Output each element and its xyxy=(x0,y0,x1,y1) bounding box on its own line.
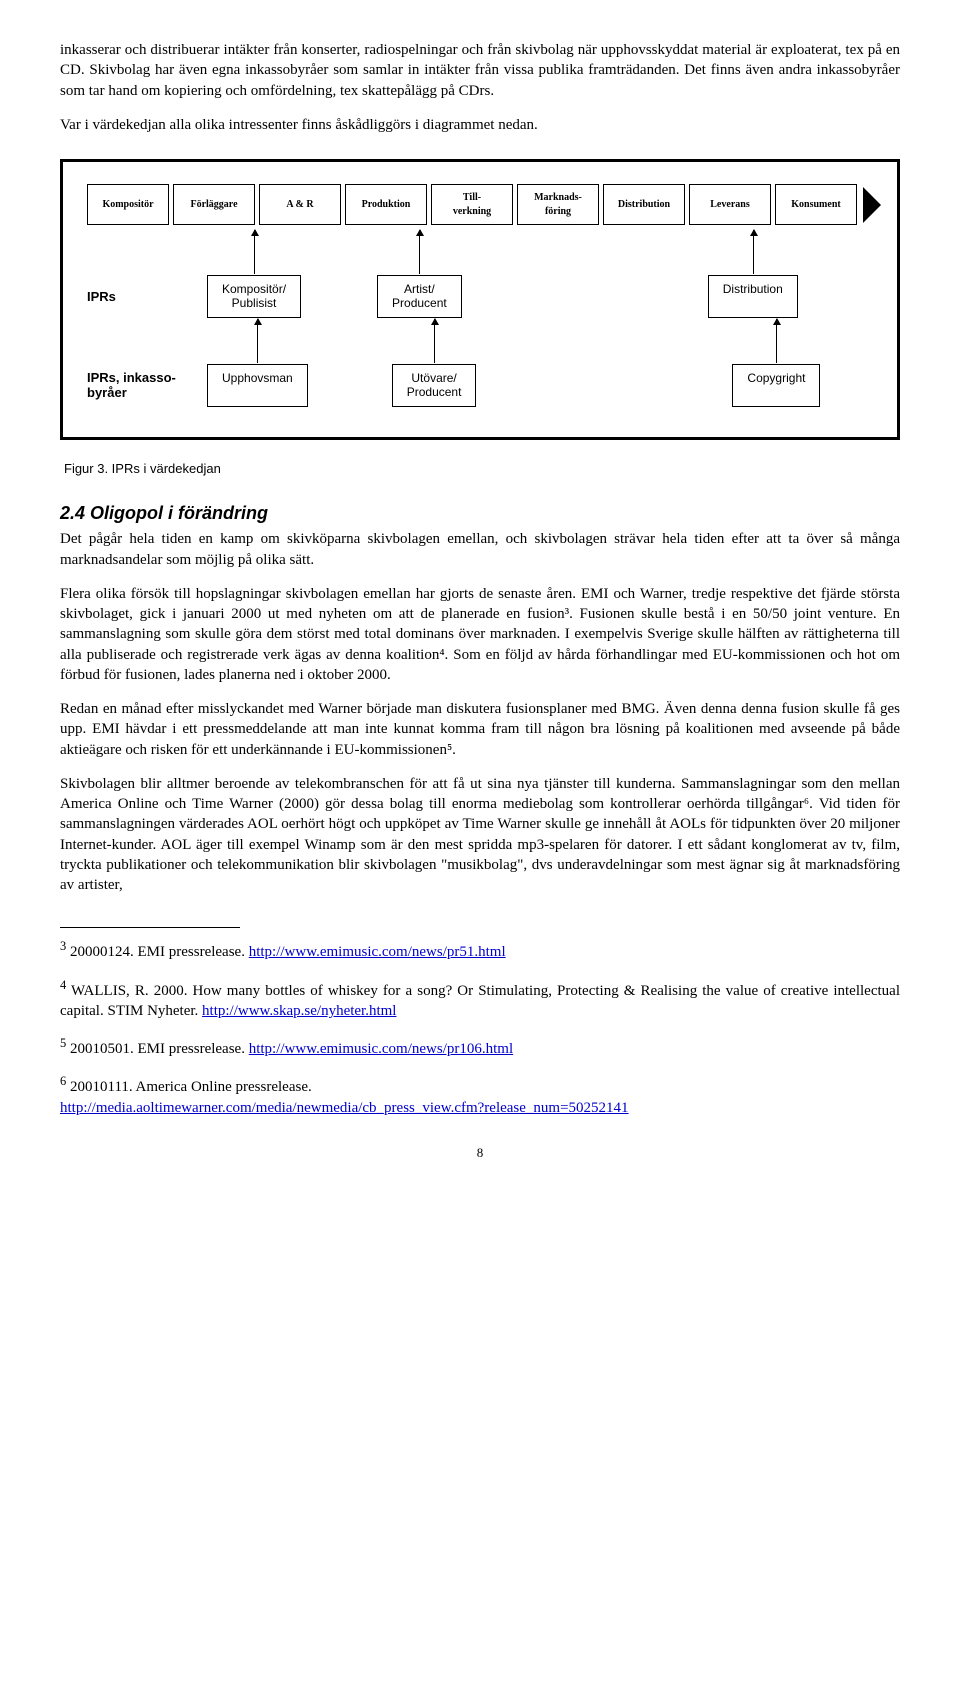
footnote: 6 20010111. America Online pressrelease.… xyxy=(60,1073,900,1118)
footnote: 5 20010501. EMI pressrelease. http://www… xyxy=(60,1035,900,1059)
ipr-box: Upphovsman xyxy=(207,364,308,407)
iprs-label: IPRs xyxy=(87,289,207,305)
ipr-box: Kompositör/Publisist xyxy=(207,275,301,318)
value-chain: KompositörFörläggareA & RProduktionTill-… xyxy=(87,184,873,225)
page-number: 8 xyxy=(60,1144,900,1162)
chain-box: Konsument xyxy=(775,184,857,225)
body-paragraph: Flera olika försök till hopslagningar sk… xyxy=(60,584,900,685)
arrow-up-icon xyxy=(257,319,258,363)
arrow-up-icon xyxy=(419,230,420,274)
arrow-up-icon xyxy=(776,319,777,363)
chain-box: Marknads-föring xyxy=(517,184,599,225)
iprs-inkasso-label: IPRs, inkasso-byråer xyxy=(87,370,207,401)
chain-box: Till-verkning xyxy=(431,184,513,225)
chain-box: Förläggare xyxy=(173,184,255,225)
footnotes-rule xyxy=(60,927,240,938)
body-paragraph: Det pågår hela tiden en kamp om skivköpa… xyxy=(60,529,900,570)
value-chain-diagram: KompositörFörläggareA & RProduktionTill-… xyxy=(60,159,900,440)
chain-box: Leverans xyxy=(689,184,771,225)
chain-arrowhead-icon xyxy=(863,187,881,223)
chain-box: Produktion xyxy=(345,184,427,225)
footnote-link[interactable]: http://www.emimusic.com/news/pr106.html xyxy=(249,1041,513,1057)
footnote-link[interactable]: http://www.emimusic.com/news/pr51.html xyxy=(249,944,506,960)
ipr-box: Artist/Producent xyxy=(377,275,462,318)
iprs-inkasso-row: IPRs, inkasso-byråer Upphovsman Utövare/P… xyxy=(87,364,873,407)
ipr-box: Distribution xyxy=(708,275,798,318)
ipr-box: Utövare/Producent xyxy=(392,364,477,407)
arrow-up-icon xyxy=(434,319,435,363)
section-heading: 2.4 Oligopol i förändring xyxy=(60,501,900,525)
footnote-link[interactable]: http://www.skap.se/nyheter.html xyxy=(202,1003,396,1019)
body-paragraph: Skivbolagen blir alltmer beroende av tel… xyxy=(60,774,900,896)
footnote: 4 WALLIS, R. 2000. How many bottles of w… xyxy=(60,977,900,1022)
figure-caption: Figur 3. IPRs i värdekedjan xyxy=(64,460,900,478)
ipr-box: Copygright xyxy=(732,364,820,407)
chain-box: Distribution xyxy=(603,184,685,225)
chain-box: A & R xyxy=(259,184,341,225)
body-paragraph: Redan en månad efter misslyckandet med W… xyxy=(60,699,900,760)
intro-para-1: inkasserar och distribuerar intäkter frå… xyxy=(60,40,900,101)
footnote: 3 20000124. EMI pressrelease. http://www… xyxy=(60,938,900,962)
arrow-up-icon xyxy=(753,230,754,274)
arrow-up-icon xyxy=(254,230,255,274)
footnote-link[interactable]: http://media.aoltimewarner.com/media/new… xyxy=(60,1100,629,1116)
chain-box: Kompositör xyxy=(87,184,169,225)
intro-para-2: Var i värdekedjan alla olika intressente… xyxy=(60,115,900,135)
iprs-row: IPRs Kompositör/Publisist Artist/Producen… xyxy=(87,275,873,318)
